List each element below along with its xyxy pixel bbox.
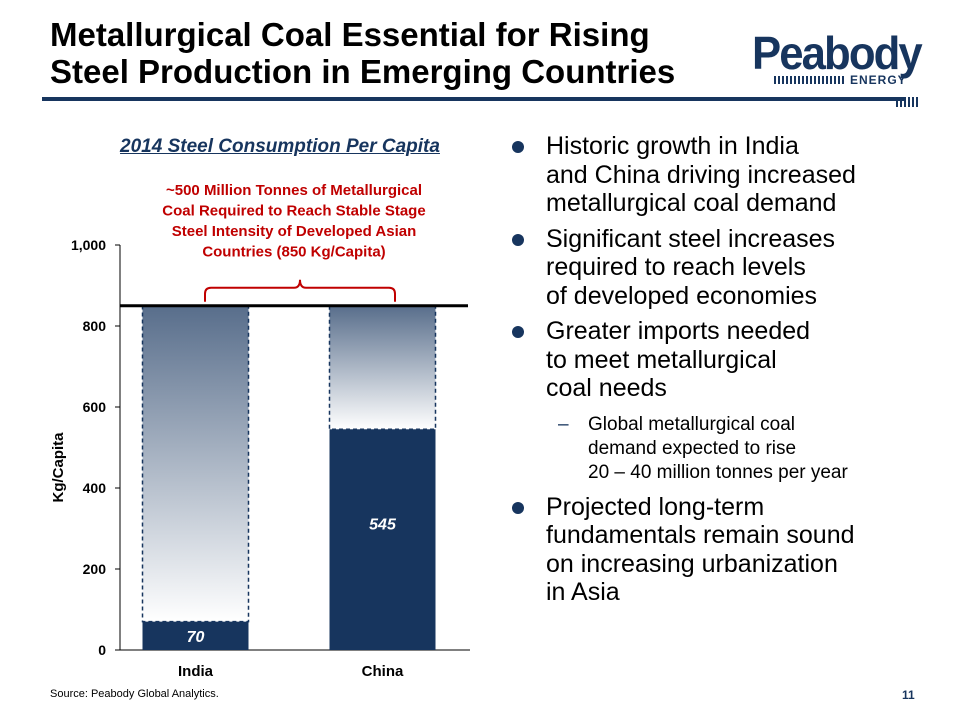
title-line-2: Steel Production in Emerging Countries: [50, 53, 676, 90]
bullet-item: Significant steel increases required to r…: [512, 225, 942, 311]
logo-energy: ENERGY: [850, 73, 907, 87]
bullet-text-line: Significant steel increases: [546, 224, 836, 253]
y-tick-label: 1,000: [71, 237, 106, 253]
sub-bullet-text-line: demand expected to rise: [588, 437, 797, 459]
title-line-1: Metallurgical Coal Essential for Rising: [50, 16, 650, 53]
bullet-text-line: in Asia: [546, 578, 620, 606]
sub-bullet-text-line: 20 – 40 million tonnes per year: [588, 461, 848, 483]
annotation-text-line: ~500 Million Tonnes of Metallurgical: [166, 182, 422, 199]
logo-stripes: [774, 76, 846, 84]
source-note: Source: Peabody Global Analytics.: [50, 688, 219, 700]
dash-icon: –: [558, 413, 569, 435]
annotation-text-line: Steel Intensity of Developed Asian: [172, 223, 417, 240]
title-divider: [42, 97, 904, 101]
bullet-text-line: Greater imports needed: [546, 317, 811, 345]
annotation-text-line: Countries (850 Kg/Capita): [202, 244, 385, 261]
bullet-text-line: coal needs: [546, 374, 667, 402]
bullet-list: Historic growth in India and China drivin…: [512, 132, 942, 614]
gap-to-target-bar: [328, 305, 437, 431]
x-tick-label: India: [178, 663, 214, 680]
y-axis-label: Kg/Capita: [50, 432, 67, 503]
x-tick-label: China: [362, 663, 404, 680]
y-tick-label: 800: [83, 318, 107, 334]
bullet-text-line: required to reach levels: [546, 253, 806, 281]
bar: [329, 429, 436, 650]
bullet-text-line: to meet metallurgical: [546, 345, 777, 374]
bullet-dot-icon: [512, 141, 524, 153]
divider-ticks: [896, 97, 918, 107]
sub-bullet-item: – Global metallurgical coal demand expecte…: [512, 413, 942, 485]
y-tick-label: 0: [98, 642, 106, 658]
bar: [142, 621, 249, 650]
bullet-text-line: on increasing urbanization: [546, 549, 838, 578]
chart-title: 2014 Steel Consumption Per Capita: [120, 136, 440, 157]
bullet-item: Projected long-term fundamentals remain s…: [512, 493, 942, 607]
bullet-item: Historic growth in India and China drivin…: [512, 132, 942, 218]
bullet-text-line: fundamentals remain sound: [546, 521, 855, 549]
bullet-dot-icon: [512, 233, 524, 246]
y-tick-label: 400: [83, 480, 107, 496]
bullet-dot-icon: [512, 326, 524, 338]
bullet-text-line: Projected long-term: [546, 492, 765, 521]
bullet-dot-icon: [512, 501, 524, 514]
steel-consumption-chart: 0 200 400 600 800 1,000 Kg/Capita 70 India 545 Chi…: [50, 182, 470, 680]
gap-to-target-bar: [141, 305, 250, 623]
y-tick-label: 600: [83, 399, 107, 415]
logo-wordmark: Peabody: [752, 27, 923, 79]
bullet-text-line: metallurgical coal demand: [546, 189, 837, 217]
annotation-brace: [204, 279, 396, 302]
page-number: 11: [902, 688, 915, 702]
annotation-text-line: Coal Required to Reach Stable Stage: [162, 203, 425, 220]
bullet-text-line: Historic growth in India: [546, 132, 799, 160]
peabody-logo: Peabody ENERGY: [752, 27, 923, 90]
bar-value-label: 70: [187, 629, 205, 646]
bullet-text-line: and China driving increased: [546, 160, 856, 189]
bullet-item: Greater imports needed to meet metallurgi…: [512, 317, 942, 403]
bullet-text-line: of developed economies: [546, 281, 818, 310]
y-tick-label: 200: [83, 561, 107, 577]
slide-title: Metallurgical Coal Essential for Rising …: [50, 16, 730, 90]
sub-bullet-text-line: Global metallurgical coal: [588, 413, 795, 435]
bar-value-label: 545: [369, 516, 397, 533]
